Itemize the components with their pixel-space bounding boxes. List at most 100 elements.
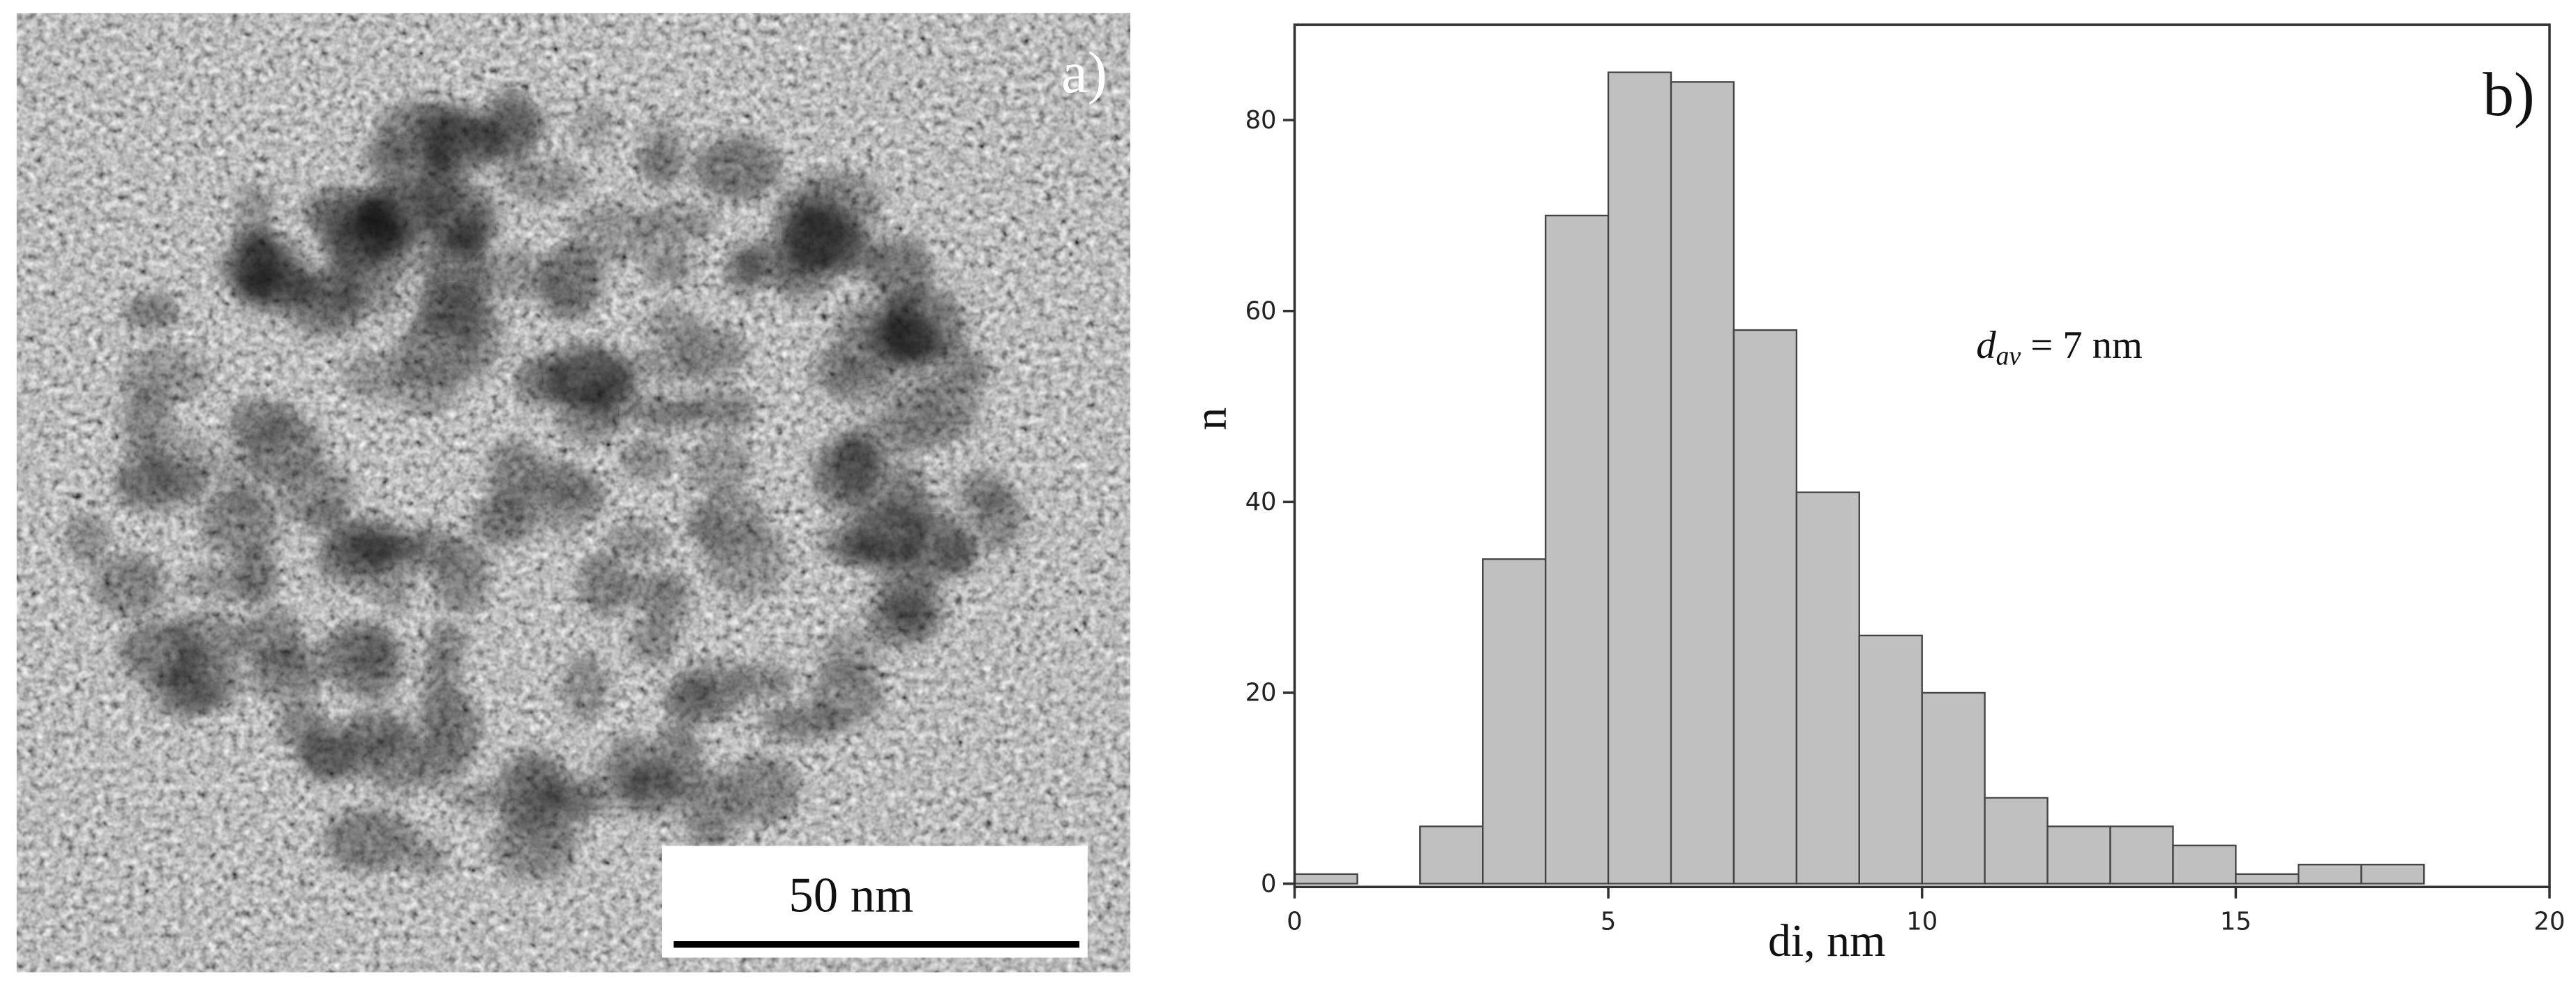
particle — [514, 354, 569, 407]
particle — [615, 572, 677, 608]
particle — [634, 396, 700, 430]
particle — [500, 160, 585, 202]
bar — [1544, 214, 1610, 885]
particle — [724, 246, 765, 296]
particle — [897, 341, 987, 388]
particle — [725, 754, 800, 825]
particle — [883, 382, 955, 453]
bar — [2109, 825, 2174, 885]
particle — [651, 724, 703, 798]
particle — [888, 572, 948, 638]
bar — [1921, 691, 1986, 885]
particle — [684, 390, 758, 430]
particle — [486, 89, 539, 167]
particle — [472, 493, 534, 546]
particle — [643, 306, 700, 345]
particle — [65, 512, 110, 564]
particle — [629, 344, 707, 385]
annotation-text: = 7 nm — [2030, 324, 2143, 367]
particle — [121, 386, 172, 456]
particle — [424, 110, 499, 175]
y-tick-label: 80 — [1245, 106, 1277, 135]
bar — [1858, 634, 1923, 885]
particle — [331, 282, 405, 317]
scale-bar-label: 50 nm — [789, 869, 914, 923]
particle — [682, 657, 746, 703]
particle — [405, 838, 447, 876]
y-tick-label: 0 — [1261, 869, 1276, 898]
particle — [809, 662, 885, 727]
particle — [576, 554, 631, 617]
particle — [414, 696, 464, 730]
particle — [248, 646, 327, 703]
x-tick-label: 10 — [1906, 907, 1938, 936]
particle — [819, 227, 881, 277]
particle — [181, 564, 256, 602]
particle — [478, 248, 556, 301]
particle — [686, 435, 753, 497]
particle — [541, 243, 602, 319]
particle — [415, 280, 493, 329]
particle — [868, 237, 933, 309]
x-axis-label: di, nm — [1768, 915, 1885, 966]
bar — [1419, 825, 1484, 885]
particle — [603, 522, 670, 561]
particle — [255, 241, 297, 317]
particle — [569, 202, 655, 267]
particle — [561, 652, 609, 721]
particle — [426, 178, 500, 253]
particle — [630, 615, 676, 664]
bar — [1482, 558, 1547, 885]
particle — [227, 397, 298, 449]
particle — [426, 623, 467, 664]
bar — [1607, 71, 1672, 885]
annotation: dav = 7 nm — [1976, 324, 2143, 370]
particle — [352, 637, 403, 700]
particle — [579, 760, 650, 814]
particle — [620, 439, 673, 480]
particle — [636, 204, 716, 243]
particle — [693, 136, 781, 201]
panel-label: a) — [1061, 40, 1107, 105]
particle — [640, 141, 682, 185]
particle — [572, 105, 616, 147]
particle — [395, 316, 486, 390]
particle — [831, 437, 885, 494]
bar — [1670, 81, 1735, 885]
particle — [363, 729, 433, 792]
bar — [2298, 864, 2362, 885]
x-tick-label: 15 — [2220, 907, 2252, 936]
particle — [404, 523, 460, 574]
particle — [773, 182, 851, 241]
particle — [324, 809, 416, 871]
bar — [2172, 844, 2237, 885]
particle — [934, 532, 980, 576]
particle — [276, 704, 329, 749]
particle — [497, 750, 567, 827]
particle — [491, 815, 576, 880]
y-tick-label: 20 — [1245, 679, 1277, 707]
y-tick-label: 40 — [1245, 488, 1277, 516]
particle — [451, 783, 515, 816]
particle — [728, 665, 795, 699]
x-tick-label: 5 — [1601, 907, 1616, 936]
annotation-symbol: d — [1976, 324, 1996, 367]
particle — [302, 186, 386, 239]
bar — [1795, 491, 1860, 885]
bar — [2046, 825, 2111, 885]
tem-image: 50 nm a) — [16, 13, 1130, 973]
particle — [419, 653, 463, 703]
bar — [2235, 873, 2300, 885]
particle — [689, 491, 769, 560]
y-axis-label: n — [1185, 407, 1236, 430]
particle — [488, 440, 544, 509]
x-tick-label: 20 — [2534, 907, 2566, 936]
particle — [276, 458, 353, 527]
x-tick-label: 0 — [1287, 907, 1302, 936]
particle — [555, 385, 619, 444]
bar — [1984, 797, 2049, 885]
particle — [145, 433, 222, 498]
particle — [93, 553, 167, 616]
particle — [198, 488, 279, 557]
